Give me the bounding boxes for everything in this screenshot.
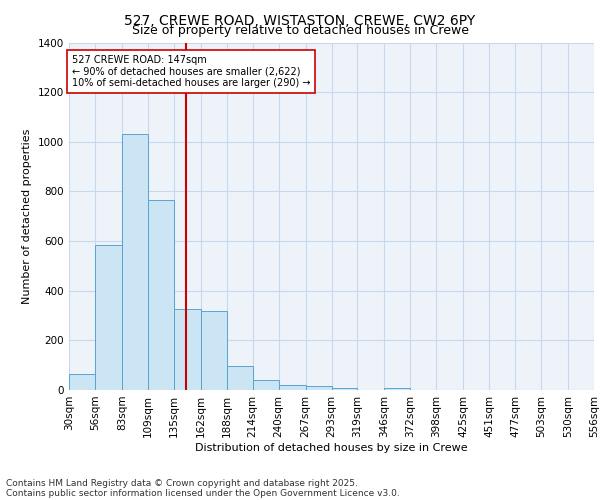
Bar (122, 134, 148, 390)
Bar (278, 384, 305, 390)
Bar (148, 200, 174, 390)
Text: Contains public sector information licensed under the Open Government Licence v3: Contains public sector information licen… (6, 488, 400, 498)
Text: Size of property relative to detached houses in Crewe: Size of property relative to detached ho… (131, 24, 469, 37)
Bar (253, 380, 278, 390)
Bar (201, 310, 227, 390)
Text: 527, CREWE ROAD, WISTASTON, CREWE, CW2 6PY: 527, CREWE ROAD, WISTASTON, CREWE, CW2 6… (124, 14, 476, 28)
Bar (227, 366, 253, 390)
Text: 527 CREWE ROAD: 147sqm
← 90% of detached houses are smaller (2,622)
10% of semi-: 527 CREWE ROAD: 147sqm ← 90% of detached… (72, 55, 310, 88)
Bar (331, 388, 358, 390)
Bar (174, 310, 201, 390)
Bar (95, 245, 122, 390)
X-axis label: Distribution of detached houses by size in Crewe: Distribution of detached houses by size … (195, 442, 468, 452)
Bar (385, 388, 410, 390)
Bar (305, 386, 331, 390)
Bar (69, 374, 95, 390)
Text: Contains HM Land Registry data © Crown copyright and database right 2025.: Contains HM Land Registry data © Crown c… (6, 478, 358, 488)
Y-axis label: Number of detached properties: Number of detached properties (22, 128, 32, 304)
